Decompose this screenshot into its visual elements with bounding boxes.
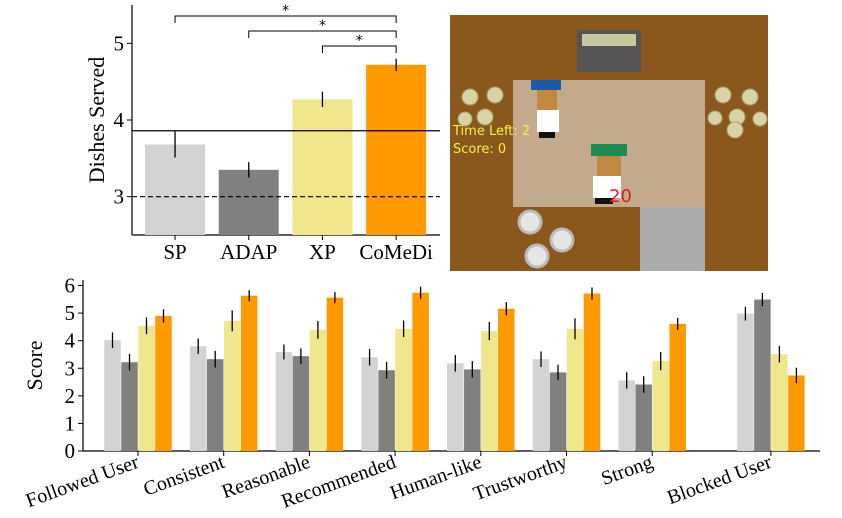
serving-area: [640, 207, 705, 271]
bar: [412, 292, 429, 451]
bar: [309, 329, 327, 451]
y-tick-label: 4: [114, 108, 125, 132]
bar: [464, 369, 481, 451]
x-tick-label: ADAP: [220, 240, 277, 264]
reward: 20: [609, 186, 632, 207]
time-left: Time Left: 2: [452, 124, 530, 139]
bar: [189, 346, 207, 451]
significance-bracket: [174, 15, 397, 23]
y-tick-label: 5: [65, 301, 76, 325]
counter-top: [582, 34, 636, 46]
bar: [498, 308, 515, 451]
bar: [737, 313, 754, 451]
bar: [378, 370, 395, 451]
x-tick-label: Trustworthy: [470, 451, 570, 505]
bar: [121, 362, 138, 451]
bar: [754, 299, 771, 451]
bar: [361, 357, 378, 451]
bar: [292, 99, 353, 235]
chef-blue: [531, 80, 561, 138]
y-tick-label: 4: [65, 329, 76, 353]
y-axis-label: Dishes Served: [84, 57, 109, 183]
x-tick-label: XP: [309, 240, 336, 264]
bar: [138, 325, 155, 451]
onions: [457, 86, 768, 139]
x-tick-label: Blocked User: [664, 451, 775, 509]
bar: [635, 384, 652, 451]
bar: [549, 372, 567, 451]
bar: [104, 340, 121, 451]
y-tick-label: 3: [65, 356, 76, 380]
bar: [788, 375, 805, 451]
x-tick-label: SP: [163, 240, 186, 264]
bar: [155, 315, 172, 451]
y-tick-label: 0: [65, 439, 76, 463]
bar: [618, 380, 635, 451]
x-tick-label: Strong: [598, 451, 656, 490]
y-tick-label: 5: [114, 31, 125, 55]
bar: [566, 328, 584, 451]
bar: [652, 361, 669, 451]
plates: [517, 209, 575, 269]
bar: [771, 354, 788, 451]
bar: [669, 323, 686, 451]
y-tick-label: 3: [114, 185, 125, 209]
bar: [223, 320, 241, 451]
x-tick-label: Human-like: [387, 451, 484, 504]
game-screenshot: Time Left: 2 Score: 0 20: [450, 15, 768, 271]
chef-green: [591, 144, 627, 204]
y-tick-label: 6: [65, 274, 76, 298]
bar: [481, 331, 498, 451]
y-tick-label: 1: [65, 411, 76, 435]
bar: [395, 328, 412, 451]
bar: [240, 295, 258, 451]
bar: [218, 169, 279, 235]
bar: [292, 356, 310, 451]
bar: [326, 297, 344, 451]
score: Score: 0: [453, 142, 506, 157]
y-axis-label: Score: [22, 340, 47, 390]
x-tick-label: Consistent: [141, 451, 228, 501]
bar: [532, 359, 550, 451]
bar: [275, 351, 293, 451]
significance-bracket: [248, 30, 397, 38]
bar: [145, 144, 206, 235]
significance-star: *: [282, 3, 289, 19]
significance-star: *: [356, 33, 363, 49]
x-tick-label: Followed User: [23, 451, 142, 512]
significance-star: *: [319, 18, 326, 34]
bar: [447, 363, 464, 451]
bar: [583, 293, 601, 451]
x-tick-label: CoMeDi: [359, 240, 433, 264]
bar: [206, 359, 224, 451]
significance-bracket: [321, 45, 397, 53]
bar: [366, 64, 427, 235]
y-tick-label: 2: [65, 384, 76, 408]
